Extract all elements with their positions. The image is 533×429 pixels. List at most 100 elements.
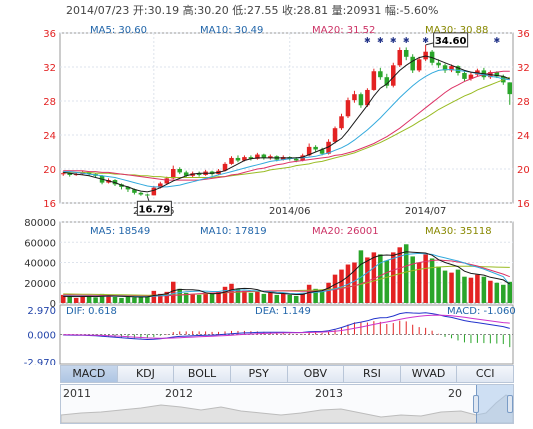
candle-body: [261, 154, 267, 158]
candle-body: [177, 169, 182, 173]
price-ma5-label: MA5: 30.60: [90, 25, 147, 36]
volume-bar: [287, 294, 293, 303]
volume-bar: [449, 272, 454, 303]
event-marker: ✱: [493, 36, 500, 45]
ma10-line: [63, 69, 510, 188]
navigator-history-sparkline: [61, 394, 513, 423]
volume-bar: [293, 295, 299, 303]
price-tick-left: 20: [43, 165, 56, 176]
price-ma30-label: MA30: 30.88: [425, 25, 488, 36]
price-tick-right: 24: [517, 131, 530, 142]
price-tick-right: 36: [517, 29, 530, 40]
volume-bar: [403, 244, 409, 303]
volume-bar: [416, 262, 422, 303]
candle-body: [378, 71, 383, 78]
low-callout-box: [136, 200, 172, 216]
high-callout-value: 34.60: [435, 36, 467, 47]
indicator-tab-bar: MACD KDJ BOLL PSY OBV RSI WVAD CCI: [60, 365, 514, 383]
event-marker: ✱: [403, 36, 410, 45]
volume-bar: [280, 293, 286, 303]
candle-body: [306, 146, 312, 156]
tab-wvad[interactable]: WVAD: [401, 366, 458, 382]
tab-kdj[interactable]: KDJ: [118, 366, 175, 382]
volume-bar: [196, 294, 202, 303]
volume-tick-label: 20000: [24, 279, 56, 290]
volume-bar: [488, 280, 493, 303]
volume-bar: [158, 293, 163, 303]
candle-body: [132, 189, 137, 193]
low-callout-value: 16.79: [139, 204, 171, 215]
tab-boll[interactable]: BOLL: [174, 366, 231, 382]
volume-bar: [151, 290, 157, 303]
candle-body: [352, 94, 357, 101]
candle-body: [462, 72, 467, 79]
candle-body: [293, 158, 299, 161]
volume-bar: [177, 288, 182, 303]
tab-obv[interactable]: OBV: [288, 366, 345, 382]
volume-bar: [365, 257, 370, 303]
candle-body: [138, 192, 144, 195]
volume-bar: [235, 288, 241, 303]
macd-tick-label: -2.970: [24, 358, 56, 365]
candle-body: [358, 94, 364, 106]
volume-bar: [242, 290, 247, 303]
volume-bar: [67, 296, 72, 303]
volume-bar: [248, 292, 254, 303]
volume-bar: [436, 266, 441, 303]
volume-bar: [73, 297, 79, 303]
volume-bar: [112, 296, 118, 303]
tab-cci[interactable]: CCI: [475, 367, 495, 380]
volume-bar: [99, 293, 105, 303]
volume-ma10-label: MA10: 17819: [200, 226, 267, 237]
event-marker: ✱: [422, 36, 429, 45]
navigator-left-handle[interactable]: [473, 395, 479, 413]
candle-body: [242, 157, 247, 161]
ma20-line: [63, 70, 510, 181]
macd-dea-label: DEA: 1.149: [255, 306, 311, 317]
macd-tick-label: 2.970: [27, 306, 56, 317]
volume-bar: [274, 294, 280, 303]
candle-body: [151, 187, 157, 196]
candle-body: [196, 173, 202, 175]
time-navigator[interactable]: 2011 2012 2013 20: [60, 384, 514, 424]
tab-macd[interactable]: MACD: [61, 366, 118, 382]
volume-bar: [216, 291, 221, 303]
tab-psy[interactable]: PSY: [231, 366, 288, 382]
price-tick-left: 28: [43, 97, 56, 108]
candle-body: [384, 77, 390, 86]
price-tick-right: 32: [517, 63, 530, 74]
volume-bar: [138, 296, 144, 303]
volume-bar: [306, 284, 312, 303]
candle-body: [449, 66, 454, 71]
volume-ma30-label: MA30: 35118: [425, 226, 492, 237]
candle-body: [229, 157, 234, 164]
volume-bar: [352, 262, 357, 303]
volume-bar: [119, 297, 124, 303]
volume-tick-label: 40000: [24, 259, 56, 270]
price-tick-left: 36: [43, 29, 56, 40]
volume-bar: [145, 295, 150, 303]
volume-tick-label: 0: [50, 299, 56, 310]
volume-bar: [501, 284, 506, 303]
candle-body: [183, 172, 189, 176]
candle-body: [365, 89, 370, 106]
candle-body: [339, 116, 344, 129]
nav-year-2014: 20: [448, 387, 462, 400]
volume-bar: [255, 291, 260, 303]
price-ma10-label: MA10: 30.49: [200, 25, 263, 36]
macd-tick-label: 0.000: [27, 331, 56, 342]
volume-bar: [93, 297, 98, 303]
ma5-line: [63, 55, 510, 193]
volume-bar: [222, 286, 228, 303]
candle-body: [170, 169, 176, 179]
price-tick-right: 20: [517, 165, 530, 176]
navigator-right-handle[interactable]: [507, 395, 513, 413]
volume-bar: [300, 292, 305, 303]
candle-body: [455, 66, 461, 73]
volume-bar: [60, 294, 66, 303]
high-pointer: [425, 42, 434, 46]
tab-rsi[interactable]: RSI: [344, 366, 401, 382]
volume-bar: [170, 281, 176, 303]
volume-ma5-line: [63, 251, 511, 298]
event-marker: ✱: [364, 36, 371, 45]
